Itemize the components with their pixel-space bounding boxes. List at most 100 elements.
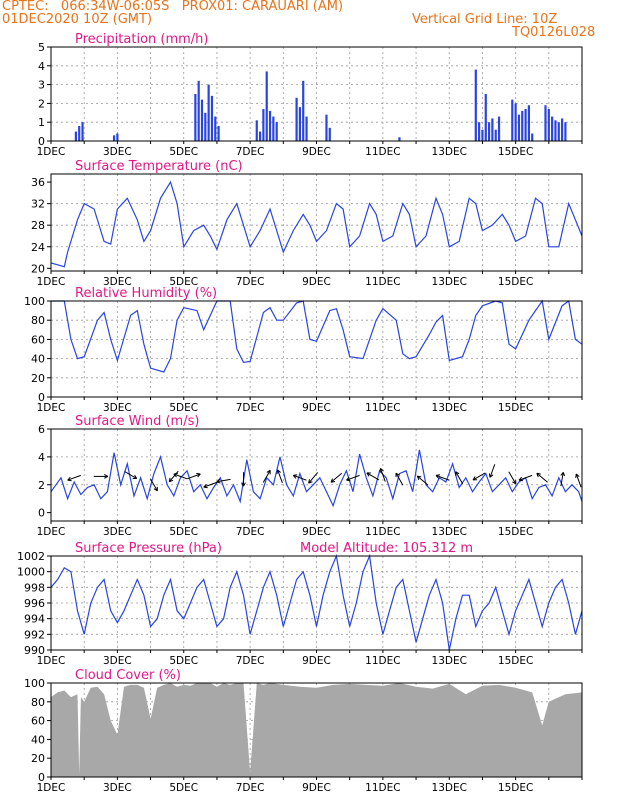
precip-xtick-label: 13DEC xyxy=(432,146,467,158)
cloud-xtick-label: 1DEC xyxy=(37,782,66,794)
precip-bar xyxy=(81,122,84,141)
precip-bar xyxy=(210,95,214,141)
precip-bar xyxy=(517,114,521,141)
pressure-ytick-label: 998 xyxy=(24,581,45,594)
precip-bar xyxy=(560,118,564,141)
wind-vector-arrowhead xyxy=(308,479,313,484)
wind-vector-arrowhead xyxy=(512,479,517,485)
temp-xtick-label: 15DEC xyxy=(498,276,533,288)
wind-vector-arrowhead xyxy=(132,474,138,479)
precip-bar xyxy=(514,103,517,141)
precip-bar xyxy=(217,125,220,141)
wind-xtick-label: 11DEC xyxy=(365,526,400,538)
precip-bar xyxy=(295,97,298,141)
temp-ytick-label: 32 xyxy=(31,198,45,211)
precip-bar xyxy=(521,110,524,141)
humidity-ytick-label: 60 xyxy=(31,333,45,346)
precip-bar xyxy=(325,114,328,141)
precip-bar xyxy=(328,127,331,141)
wind-xtick-label: 3DEC xyxy=(103,526,132,538)
wind-vector-arrowhead xyxy=(168,477,174,483)
temp-xtick-label: 3DEC xyxy=(103,276,132,288)
precip-xtick-label: 1DEC xyxy=(37,146,66,158)
precip-ytick-label: 1 xyxy=(38,116,45,129)
wind-vector-arrowhead xyxy=(292,474,298,479)
precip-ytick-label: 2 xyxy=(38,97,45,110)
cloud-xtick-label: 7DEC xyxy=(236,782,265,794)
pressure-xtick-label: 1DEC xyxy=(37,655,66,667)
precip-bar xyxy=(564,122,567,141)
wind-vector-arrow xyxy=(366,472,380,481)
precip-bar xyxy=(275,122,278,141)
precip-ytick-label: 3 xyxy=(38,79,45,92)
humidity-xtick-label: 9DEC xyxy=(302,402,331,414)
cloud-xtick-label: 13DEC xyxy=(432,782,467,794)
wind-vector-arrow xyxy=(536,472,548,483)
wind-vector-arrowhead xyxy=(153,486,158,492)
precip-bar xyxy=(268,110,272,141)
wind-vector-arrowhead xyxy=(276,469,281,474)
wind-vector-arrow xyxy=(293,474,307,481)
humidity-ytick-label: 40 xyxy=(31,353,45,366)
cloud-ytick-label: 60 xyxy=(31,715,45,728)
precip-bar xyxy=(255,120,258,141)
humidity-xtick-label: 11DEC xyxy=(365,402,400,414)
wind-vector-arrow xyxy=(330,472,343,483)
pressure-xtick-label: 13DEC xyxy=(432,655,467,667)
temp-xtick-label: 5DEC xyxy=(169,276,198,288)
precip-bar xyxy=(207,84,210,141)
temp-xtick-label: 11DEC xyxy=(365,276,400,288)
temp-xtick-label: 1DEC xyxy=(37,276,66,288)
precip-bar xyxy=(554,120,557,141)
precip-xtick-label: 5DEC xyxy=(169,146,198,158)
precip-bar xyxy=(112,135,116,141)
cloud-xtick-label: 9DEC xyxy=(302,782,331,794)
precip-bar xyxy=(305,116,308,141)
wind-vector-arrow xyxy=(508,471,517,485)
wind-vector-arrowhead xyxy=(173,472,178,478)
precip-bar xyxy=(302,80,305,141)
cloud-ytick-label: 40 xyxy=(31,733,45,746)
precip-bar xyxy=(78,125,81,141)
precip-bar xyxy=(484,94,487,141)
precip-xtick-label: 7DEC xyxy=(236,146,265,158)
wind-vector-arrow xyxy=(518,474,533,481)
precip-bar xyxy=(204,112,207,141)
pressure-ytick-label: 992 xyxy=(24,628,45,641)
humidity-xtick-label: 3DEC xyxy=(103,402,132,414)
precip-xtick-label: 3DEC xyxy=(103,146,132,158)
wind-vector-arrow xyxy=(149,478,158,492)
wind-vector-arrowhead xyxy=(266,469,271,475)
humidity-title: Relative Humidity (%) xyxy=(75,286,217,301)
wind-vector-arrow xyxy=(308,472,319,484)
temp-xtick-label: 13DEC xyxy=(432,276,467,288)
wind-vector-arrow xyxy=(124,471,137,479)
precip-bar xyxy=(527,105,530,141)
precip-bar xyxy=(478,122,481,141)
precip-xtick-label: 15DEC xyxy=(498,146,533,158)
precip-bar xyxy=(258,131,262,141)
wind-vector-arrow xyxy=(277,469,283,484)
pressure-subtitle: Model Altitude: 105.312 m xyxy=(300,541,473,556)
temp-series-line xyxy=(50,180,583,268)
precip-bar xyxy=(398,137,401,141)
humidity-xtick-label: 13DEC xyxy=(432,402,467,414)
wind-vector-arrow xyxy=(455,471,464,485)
wind-vector-arrowhead xyxy=(560,471,566,477)
wind-ytick-label: 6 xyxy=(38,423,45,436)
wind-xtick-label: 13DEC xyxy=(432,526,467,538)
pressure-ytick-label: 990 xyxy=(24,644,45,657)
wind-vector-arrowhead xyxy=(379,468,384,473)
precip-bar xyxy=(272,116,275,141)
wind-vector-arrowhead xyxy=(241,482,246,487)
precip-bar xyxy=(524,109,527,141)
pressure-xtick-label: 7DEC xyxy=(236,655,265,667)
wind-vector-arrow xyxy=(262,470,271,483)
precip-bar xyxy=(531,133,534,141)
wind-vector-arrow xyxy=(435,474,450,481)
precip-bar xyxy=(74,131,77,141)
wind-vector-arrow xyxy=(472,472,486,481)
wind-vector-arrow xyxy=(417,475,429,486)
temp-frame xyxy=(50,173,583,272)
